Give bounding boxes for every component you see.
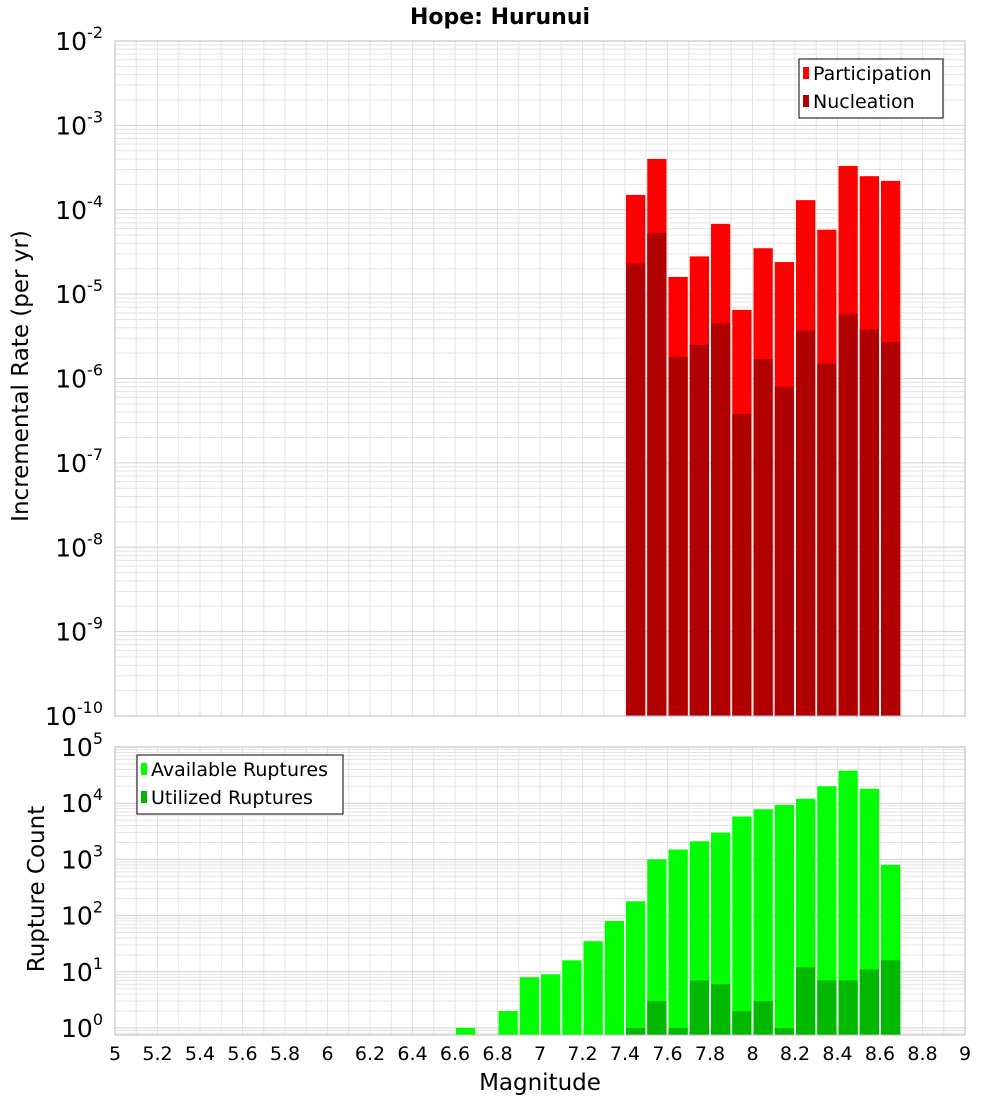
legend-box: [798, 58, 944, 119]
y-axis-label: Incremental Rate (per yr): [8, 230, 34, 522]
y-axis-label: Rupture Count: [24, 806, 50, 972]
legend-entry: Participation: [813, 63, 932, 85]
legend-swatch: [803, 67, 809, 79]
available-ruptures-bar: [753, 809, 773, 1035]
available-ruptures-bar: [732, 816, 752, 1035]
x-tick-label: 6: [321, 1043, 333, 1065]
utilized-ruptures-bar: [753, 1001, 773, 1035]
x-tick-label: 6.2: [355, 1043, 385, 1065]
available-ruptures-bar: [817, 786, 837, 1035]
nucleation-bar: [796, 330, 816, 716]
utilized-ruptures-bar: [711, 984, 731, 1035]
x-tick-label: 8.4: [822, 1043, 852, 1065]
x-tick-label: 7.4: [610, 1043, 640, 1065]
legend-box: [136, 754, 344, 815]
available-ruptures-bar: [583, 941, 603, 1035]
y-tick-label: 10-6: [55, 361, 103, 394]
nucleation-bar: [753, 359, 773, 716]
y-tick-label: 103: [61, 841, 103, 874]
x-axis-label: Magnitude: [479, 1070, 601, 1096]
legend: Available Ruptures Utilized Ruptures: [136, 754, 344, 815]
x-tick-label: 7: [534, 1043, 546, 1065]
nucleation-bar: [689, 344, 709, 716]
nucleation-bar: [647, 233, 667, 716]
plot-frame: [114, 40, 966, 717]
x-tick-label: 5.2: [142, 1043, 172, 1065]
y-tick-label: 10-5: [55, 276, 103, 309]
x-tick-label: 7.2: [567, 1043, 597, 1065]
available-ruptures-bar: [647, 859, 667, 1035]
available-ruptures-bar: [668, 849, 688, 1035]
y-tick-label: 10-2: [55, 23, 103, 56]
available-ruptures-bar: [498, 1011, 518, 1035]
x-tick-label: 7.8: [695, 1043, 725, 1065]
y-tick-label: 10-10: [45, 698, 103, 731]
y-tick-label: 102: [61, 898, 103, 931]
x-axis: 5 5.2 5.4 5.6 5.8 6 6.2 6.4 6.6 6.8 7 7.2 7.4 7.6 7.8 8…: [109, 1043, 971, 1065]
utilized-ruptures-bar: [859, 969, 879, 1035]
x-tick-label: 6.4: [397, 1043, 427, 1065]
x-tick-label: 5: [109, 1043, 121, 1065]
nucleation-bar: [668, 356, 688, 716]
utilized-ruptures-bar: [732, 1011, 752, 1035]
available-ruptures-bar: [604, 921, 624, 1035]
utilized-ruptures-bar: [796, 967, 816, 1035]
nucleation-bar: [711, 323, 731, 716]
x-tick-label: 5.8: [270, 1043, 300, 1065]
x-tick-label: 5.4: [185, 1043, 215, 1065]
nucleation-bar: [626, 263, 646, 716]
y-tick-label: 10-4: [55, 192, 103, 225]
x-tick-label: 8.2: [780, 1043, 810, 1065]
plot-frame: [114, 746, 966, 1036]
available-ruptures-bar: [838, 770, 858, 1035]
nucleation-bar: [817, 363, 837, 716]
utilized-ruptures-bar: [689, 980, 709, 1035]
legend-swatch: [141, 791, 147, 803]
available-ruptures-bar: [626, 901, 646, 1035]
legend-entry: Nucleation: [813, 91, 915, 113]
available-ruptures-bar: [774, 804, 794, 1035]
utilized-ruptures-bar: [774, 1027, 794, 1035]
y-tick-label: 10-9: [55, 614, 103, 647]
legend: Participation Nucleation: [798, 58, 944, 119]
nucleation-bar: [859, 329, 879, 716]
y-tick-label: 100: [61, 1010, 103, 1043]
y-tick-label: 105: [61, 729, 103, 762]
x-tick-label: 8.6: [865, 1043, 895, 1065]
utilized-ruptures-bar: [668, 1027, 688, 1035]
y-tick-label: 104: [61, 785, 103, 818]
available-ruptures-bar: [562, 960, 582, 1035]
available-ruptures-bar: [519, 977, 539, 1035]
x-tick-label: 5.6: [227, 1043, 257, 1065]
y-tick-label: 10-7: [55, 445, 103, 478]
y-tick-label: 101: [61, 954, 103, 987]
rupture-count-panel: 100 101 102 103 104 105 Rupture Count Available…: [24, 729, 966, 1043]
chart-title: Hope: Hurunui: [410, 5, 590, 30]
utilized-ruptures-bar: [838, 980, 858, 1035]
nucleation-bar: [774, 386, 794, 716]
y-tick-label: 10-8: [55, 529, 103, 562]
utilized-ruptures-bar: [626, 1027, 646, 1035]
nucleation-bar: [838, 314, 858, 716]
x-tick-label: 6.6: [440, 1043, 470, 1065]
available-ruptures-bar: [541, 974, 561, 1035]
x-tick-label: 9: [959, 1043, 971, 1065]
legend-entry: Available Ruptures: [151, 759, 328, 781]
y-tick-label: 10-3: [55, 107, 103, 140]
utilized-ruptures-bar: [817, 980, 837, 1035]
available-ruptures-bar: [456, 1027, 476, 1035]
legend-swatch: [141, 763, 147, 775]
legend-swatch: [803, 95, 809, 107]
nucleation-bar: [732, 413, 752, 716]
x-tick-label: 7.6: [652, 1043, 682, 1065]
legend-entry: Utilized Ruptures: [151, 787, 313, 809]
utilized-ruptures-bar: [881, 960, 901, 1035]
nucleation-bar: [881, 342, 901, 716]
utilized-ruptures-bar: [647, 1001, 667, 1035]
rate-panel: 10-10 10-9 10-8 10-7 10-6 10-5 10-4 10-3 10-2 Inc…: [8, 23, 966, 731]
x-tick-label: 8: [746, 1043, 758, 1065]
x-tick-label: 8.8: [907, 1043, 937, 1065]
x-tick-label: 6.8: [482, 1043, 512, 1065]
